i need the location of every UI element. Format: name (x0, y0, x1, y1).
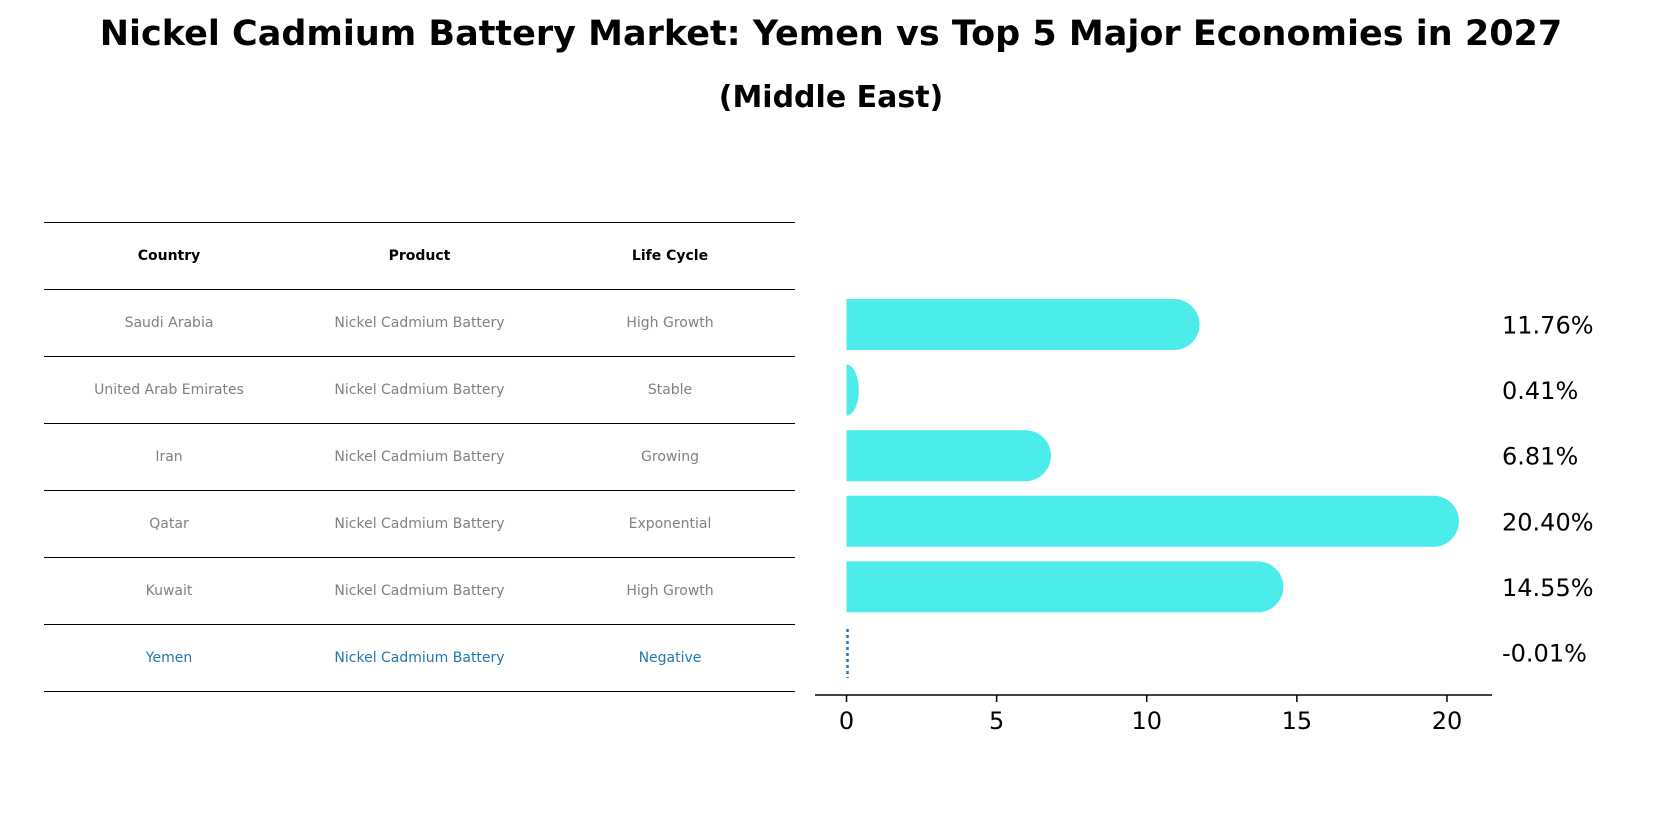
life-cycle-cell: Growing (545, 423, 795, 491)
table-row: Qatar Nickel Cadmium Battery Exponential (44, 490, 795, 558)
table-row: Saudi Arabia Nickel Cadmium Battery High… (44, 289, 795, 357)
product-cell: Nickel Cadmium Battery (294, 557, 545, 625)
column-header-life-cycle: Life Cycle (545, 222, 795, 290)
product-cell: Nickel Cadmium Battery (294, 423, 545, 491)
product-cell: Nickel Cadmium Battery (294, 289, 545, 357)
bar-value-label: 20.40% (1502, 508, 1594, 536)
table-header-row: Country Product Life Cycle (44, 222, 795, 290)
bar (846, 430, 1051, 482)
country-cell: Kuwait (44, 557, 294, 625)
life-cycle-cell: High Growth (545, 289, 795, 357)
country-cell: Yemen (44, 624, 294, 692)
bar (846, 299, 1200, 350)
chart-title: Nickel Cadmium Battery Market: Yemen vs … (99, 14, 1563, 54)
product-cell: Nickel Cadmium Battery (294, 356, 545, 424)
country-cell: Saudi Arabia (44, 289, 294, 357)
product-cell: Nickel Cadmium Battery (294, 490, 545, 558)
country-cell: United Arab Emirates (44, 356, 294, 424)
x-tick-label: 10 (1131, 707, 1162, 735)
life-cycle-cell: Negative (545, 624, 795, 692)
table-row: United Arab Emirates Nickel Cadmium Batt… (44, 356, 795, 424)
bar (846, 561, 1284, 613)
country-cell: Iran (44, 423, 294, 491)
table-row: Kuwait Nickel Cadmium Battery High Growt… (44, 557, 795, 625)
bar-value-label: -0.01% (1502, 640, 1587, 668)
table-row-highlighted: Yemen Nickel Cadmium Battery Negative (44, 624, 795, 692)
bar-value-label: 11.76% (1502, 312, 1594, 340)
bar (846, 495, 1459, 547)
chart-subtitle: (Middle East) (718, 80, 944, 115)
bar-value-label: 6.81% (1502, 443, 1578, 471)
column-header-country: Country (44, 222, 294, 290)
life-cycle-cell: Exponential (545, 490, 795, 558)
country-cell: Qatar (44, 490, 294, 558)
x-tick-label: 0 (839, 707, 854, 735)
x-tick-label: 5 (989, 707, 1004, 735)
x-tick-label: 15 (1282, 707, 1313, 735)
column-header-product: Product (294, 222, 545, 290)
bar-value-label: 0.41% (1502, 377, 1578, 405)
x-tick-label: 20 (1432, 707, 1463, 735)
life-cycle-cell: Stable (545, 356, 795, 424)
life-cycle-cell: High Growth (545, 557, 795, 625)
bar-value-label: 14.55% (1502, 574, 1594, 602)
table-row: Iran Nickel Cadmium Battery Growing (44, 423, 795, 491)
bar (846, 364, 859, 416)
market-table: Country Product Life Cycle Saudi Arabia … (44, 222, 795, 692)
product-cell: Nickel Cadmium Battery (294, 624, 545, 692)
